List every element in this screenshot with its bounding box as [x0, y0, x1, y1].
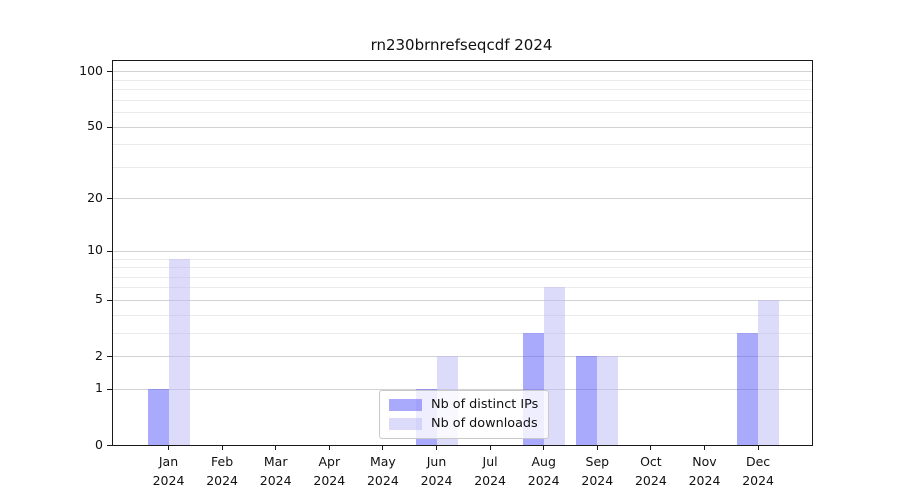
x-tick-label-dec: Dec 2024: [742, 454, 774, 488]
x-tick-label-nov: Nov 2024: [688, 454, 721, 488]
major-gridline-5: [113, 299, 812, 301]
x-tick-label-oct: Oct 2024: [634, 454, 667, 488]
major-gridline-50: [113, 126, 812, 128]
x-tick-label-mar: Mar 2024: [259, 454, 292, 488]
bar-nb-of-downloads-dec: [758, 299, 780, 445]
legend-swatch-distinct-ips: [389, 399, 422, 411]
major-gridline-10: [113, 250, 812, 252]
bar-nb-of-downloads-jan: [168, 258, 190, 445]
x-tick-label-apr: Apr 2024: [313, 454, 346, 488]
legend-swatch-downloads: [389, 418, 422, 430]
x-tick-label-jul: Jul 2024: [474, 454, 506, 488]
x-tick-apr: [328, 445, 330, 450]
x-tick-aug: [543, 445, 545, 450]
bar-nb-of-distinct-ips-sep: [576, 356, 598, 445]
x-tick-feb: [221, 445, 223, 450]
legend: Nb of distinct IPs Nb of downloads: [379, 390, 550, 439]
major-gridline-20: [113, 198, 812, 200]
minor-gridline-40: [113, 144, 812, 146]
y-tick-label-50: 50: [87, 118, 103, 133]
x-tick-label-sep: Sep 2024: [581, 454, 614, 488]
y-tick-10: [107, 250, 112, 252]
x-tick-jun: [436, 445, 437, 450]
y-tick-label-10: 10: [87, 242, 103, 258]
minor-gridline-9: [113, 258, 812, 260]
y-tick-100: [107, 71, 112, 73]
y-tick-label-5: 5: [95, 291, 103, 307]
bar-nb-of-distinct-ips-jan: [147, 388, 169, 445]
y-tick-label-20: 20: [87, 189, 103, 205]
y-tick-label-2: 2: [95, 347, 103, 363]
x-tick-label-may: May 2024: [366, 454, 399, 488]
minor-gridline-6: [113, 287, 812, 289]
y-tick-label-1: 1: [95, 380, 103, 396]
x-tick-label-jun: Jun 2024: [420, 454, 453, 488]
minor-gridline-30: [113, 166, 812, 168]
y-tick-2: [107, 356, 112, 357]
x-tick-oct: [650, 445, 652, 450]
legend-item-downloads: Nb of downloads: [389, 417, 538, 431]
bar-nb-of-downloads-sep: [597, 356, 619, 445]
y-tick-50: [107, 126, 112, 128]
minor-gridline-70: [113, 99, 812, 101]
y-tick-label-100: 100: [79, 62, 103, 78]
x-tick-label-aug: Aug 2024: [527, 454, 560, 488]
legend-label-distinct-ips: Nb of distinct IPs: [431, 397, 539, 412]
x-tick-sep: [596, 445, 598, 450]
x-tick-mar: [275, 445, 277, 450]
legend-label-downloads: Nb of downloads: [431, 416, 538, 431]
x-tick-dec: [757, 445, 759, 450]
y-tick-5: [107, 299, 112, 301]
major-gridline-100: [113, 71, 812, 73]
chart-title: rn230brnrefseqcdf 2024: [370, 36, 553, 54]
plot-area: Nb of distinct IPs Nb of downloads 0 1 2 5 1…: [79, 60, 813, 488]
y-tick-label-0: 0: [95, 436, 103, 452]
minor-gridline-3: [113, 332, 812, 334]
x-tick-label-jan: Jan 2024: [152, 454, 185, 488]
x-tick-label-feb: Feb 2024: [206, 454, 238, 488]
x-tick-jan: [168, 445, 169, 450]
minor-gridline-4: [113, 314, 812, 316]
x-tick-nov: [704, 445, 705, 450]
minor-gridline-90: [113, 79, 812, 81]
y-tick-20: [107, 198, 112, 200]
minor-gridline-60: [113, 112, 812, 113]
major-gridline-1: [113, 388, 812, 390]
y-tick-1: [107, 388, 112, 390]
major-gridline-2: [113, 356, 812, 357]
minor-gridline-7: [113, 276, 812, 278]
x-tick-may: [382, 445, 384, 450]
x-tick-jul: [489, 445, 491, 450]
bar-nb-of-distinct-ips-dec: [737, 332, 759, 445]
legend-item-distinct-ips: Nb of distinct IPs: [389, 398, 538, 412]
y-tick-0: [107, 445, 112, 446]
minor-gridline-80: [113, 89, 812, 90]
minor-gridline-8: [113, 267, 812, 268]
